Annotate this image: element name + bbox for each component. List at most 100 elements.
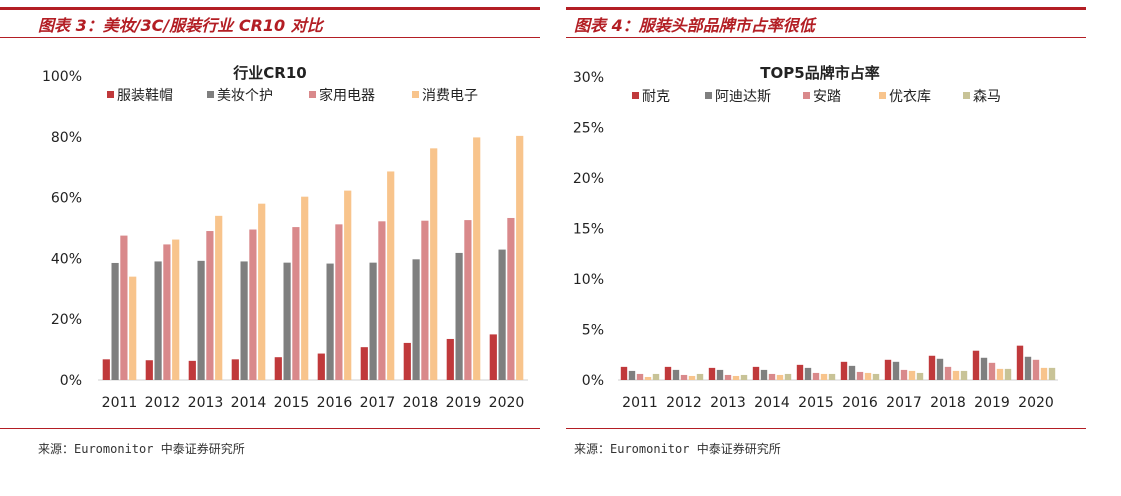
y-tick-label: 100% (42, 69, 82, 85)
bar-2012-series-4 (696, 373, 704, 380)
bar-2012-series-2 (163, 244, 171, 380)
y-tick-label: 20% (51, 312, 82, 328)
legend-label: 优衣库 (889, 89, 931, 105)
bar-2018-series-0 (403, 342, 411, 380)
bar-2019-series-0 (446, 338, 454, 380)
legend-label: 阿迪达斯 (715, 89, 771, 105)
bar-2018-series-0 (928, 355, 936, 380)
industry-cr10-chart: 行业CR10 0% 20% 40% 60% 80% 100% 2011 2012 2013 2014… (42, 64, 528, 411)
legend-swatch (107, 91, 114, 98)
bar-2012-series-3 (172, 239, 180, 380)
bar-2014-series-2 (768, 373, 776, 380)
bar-2020-series-0 (489, 334, 497, 380)
bar-2019-series-2 (988, 362, 996, 380)
bar-2020-series-3 (516, 135, 524, 380)
legend-swatch (705, 92, 712, 99)
bar-2015-series-1 (283, 262, 291, 380)
bar-2015-series-4 (828, 373, 836, 380)
bar-2016-series-2 (335, 224, 343, 380)
x-tick-label: 2014 (754, 395, 790, 411)
legend-label: 耐克 (642, 89, 670, 105)
bar-2019-series-4 (1004, 368, 1012, 380)
bar-2014-series-4 (784, 373, 792, 380)
bar-2014-series-1 (760, 369, 768, 380)
bar-2016-series-0 (317, 353, 325, 380)
bar-2017-series-2 (378, 221, 386, 380)
legend-swatch (412, 91, 419, 98)
bar-2015-series-0 (274, 357, 282, 380)
bar-2013-series-2 (724, 374, 732, 380)
bar-2018-series-3 (952, 370, 960, 380)
bar-2014-series-0 (231, 359, 239, 380)
bar-2020-series-0 (1016, 345, 1024, 380)
x-tick-label: 2012 (666, 395, 702, 411)
bar-2020-series-1 (498, 249, 506, 380)
bar-2012-series-3 (688, 375, 696, 380)
bar-2017-series-2 (900, 369, 908, 380)
legend-label: 森马 (973, 89, 1001, 105)
bar-2013-series-1 (716, 369, 724, 380)
header-rule (566, 7, 1086, 10)
legend-label: 美妆个护 (217, 88, 273, 104)
x-tick-label: 2013 (188, 395, 224, 411)
legend-label: 消费电子 (422, 88, 478, 104)
bar-2017-series-3 (908, 370, 916, 380)
bar-2011-series-0 (102, 359, 110, 380)
bar-2018-series-2 (944, 366, 952, 380)
bar-2018-series-1 (412, 259, 420, 380)
bar-2019-series-1 (455, 252, 463, 380)
legend-swatch (803, 92, 810, 99)
bar-2020-series-4 (1048, 367, 1056, 380)
source-note: 来源：Euromonitor 中泰证券研究所 (574, 442, 781, 456)
bar-2019-series-0 (972, 350, 980, 380)
bar-2015-series-0 (796, 364, 804, 380)
bar-2020-series-2 (1032, 359, 1040, 380)
bar-2011-series-0 (620, 366, 628, 380)
legend-swatch (879, 92, 886, 99)
bar-2012-series-1 (672, 369, 680, 380)
top5-brand-share-chart: TOP5品牌市占率 0% 5% 10% 15% 20% 25% 30% 2011 2012 2013… (573, 64, 1058, 411)
bar-2012-series-2 (680, 374, 688, 380)
bar-2011-series-2 (636, 373, 644, 380)
bar-2014-series-3 (776, 374, 784, 380)
bar-2014-series-3 (258, 203, 266, 380)
bar-2019-series-3 (473, 137, 481, 380)
title-underline (0, 37, 540, 38)
legend-label: 服装鞋帽 (117, 88, 173, 104)
bar-2019-series-3 (996, 368, 1004, 380)
figure-title: 图表 4：服装头部品牌市占率很低 (574, 16, 815, 35)
source-note: 来源：Euromonitor 中泰证券研究所 (38, 442, 245, 456)
bar-2013-series-2 (206, 231, 214, 380)
bar-2017-series-0 (360, 347, 368, 380)
bar-2019-series-1 (980, 357, 988, 380)
x-tick-label: 2019 (974, 395, 1010, 411)
y-tick-label: 30% (573, 70, 604, 86)
bar-2018-series-4 (960, 370, 968, 380)
bar-2015-series-2 (812, 372, 820, 380)
y-tick-label: 20% (573, 171, 604, 187)
y-tick-label: 5% (582, 323, 604, 339)
y-tick-label: 0% (582, 373, 604, 389)
bar-2016-series-3 (344, 190, 352, 380)
bar-2018-series-1 (936, 358, 944, 380)
bar-2013-series-0 (188, 360, 196, 380)
bar-2016-series-4 (872, 373, 880, 380)
bar-2013-series-1 (197, 260, 205, 380)
x-tick-label: 2016 (842, 395, 878, 411)
chart-title: 行业CR10 (232, 64, 306, 82)
x-tick-label: 2015 (798, 395, 834, 411)
legend-swatch (963, 92, 970, 99)
bar-2017-series-1 (892, 361, 900, 380)
x-tick-label: 2018 (930, 395, 966, 411)
bar-2020-series-3 (1040, 367, 1048, 380)
bar-2013-series-4 (740, 374, 748, 380)
x-tick-label: 2012 (145, 395, 181, 411)
x-tick-label: 2011 (622, 395, 658, 411)
bar-2011-series-1 (628, 370, 636, 380)
bar-2016-series-2 (856, 371, 864, 380)
legend-label: 安踏 (813, 89, 841, 105)
x-tick-label: 2019 (446, 395, 482, 411)
bar-2015-series-3 (301, 196, 309, 380)
y-tick-label: 10% (573, 272, 604, 288)
bar-2012-series-0 (145, 360, 153, 380)
